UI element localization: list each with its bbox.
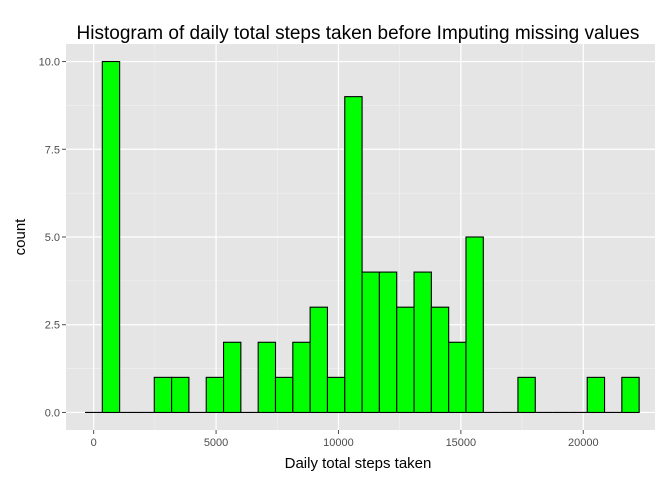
chart-title: Histogram of daily total steps taken bef… <box>77 23 640 44</box>
y-axis-ticks: 0.0 2.5 5.0 7.5 10.0 <box>39 57 66 419</box>
histogram-bar <box>465 236 484 414</box>
histogram-bar <box>586 376 606 414</box>
histogram-bar <box>222 341 242 414</box>
x-tick-label: 0 <box>91 437 97 449</box>
histogram-bar <box>430 306 450 414</box>
histogram-bar <box>396 306 415 414</box>
y-tick-label: 5.0 <box>45 232 60 244</box>
histogram-bar <box>344 96 363 414</box>
histogram-bar <box>257 341 277 414</box>
x-axis-ticks: 0 5000 10000 15000 20000 <box>91 430 599 449</box>
histogram-bar <box>448 341 467 414</box>
histogram-bar <box>153 376 173 414</box>
y-tick-label: 10.0 <box>39 57 60 69</box>
histogram-bar <box>292 341 311 414</box>
y-tick-label: 0.0 <box>45 407 60 419</box>
x-tick-label: 20000 <box>568 437 599 449</box>
y-axis-label: count <box>12 218 29 256</box>
x-tick-label: 5000 <box>204 437 228 449</box>
histogram-bar <box>517 376 536 414</box>
histogram-bar <box>361 271 380 414</box>
histogram-bar <box>274 376 294 414</box>
x-tick-label: 10000 <box>323 437 354 449</box>
histogram-bar <box>309 306 328 414</box>
x-axis-label: Daily total steps taken <box>285 455 432 472</box>
histogram-bar <box>621 376 640 414</box>
x-tick-label: 15000 <box>446 437 477 449</box>
histogram-bar <box>326 376 346 414</box>
histogram-bars <box>85 60 640 414</box>
y-tick-label: 7.5 <box>45 144 60 156</box>
histogram-bar <box>413 271 432 414</box>
histogram-bar <box>101 60 121 414</box>
histogram-bar <box>205 376 225 414</box>
histogram-bar <box>171 376 190 414</box>
y-tick-label: 2.5 <box>45 320 60 332</box>
histogram-bar <box>378 271 398 414</box>
